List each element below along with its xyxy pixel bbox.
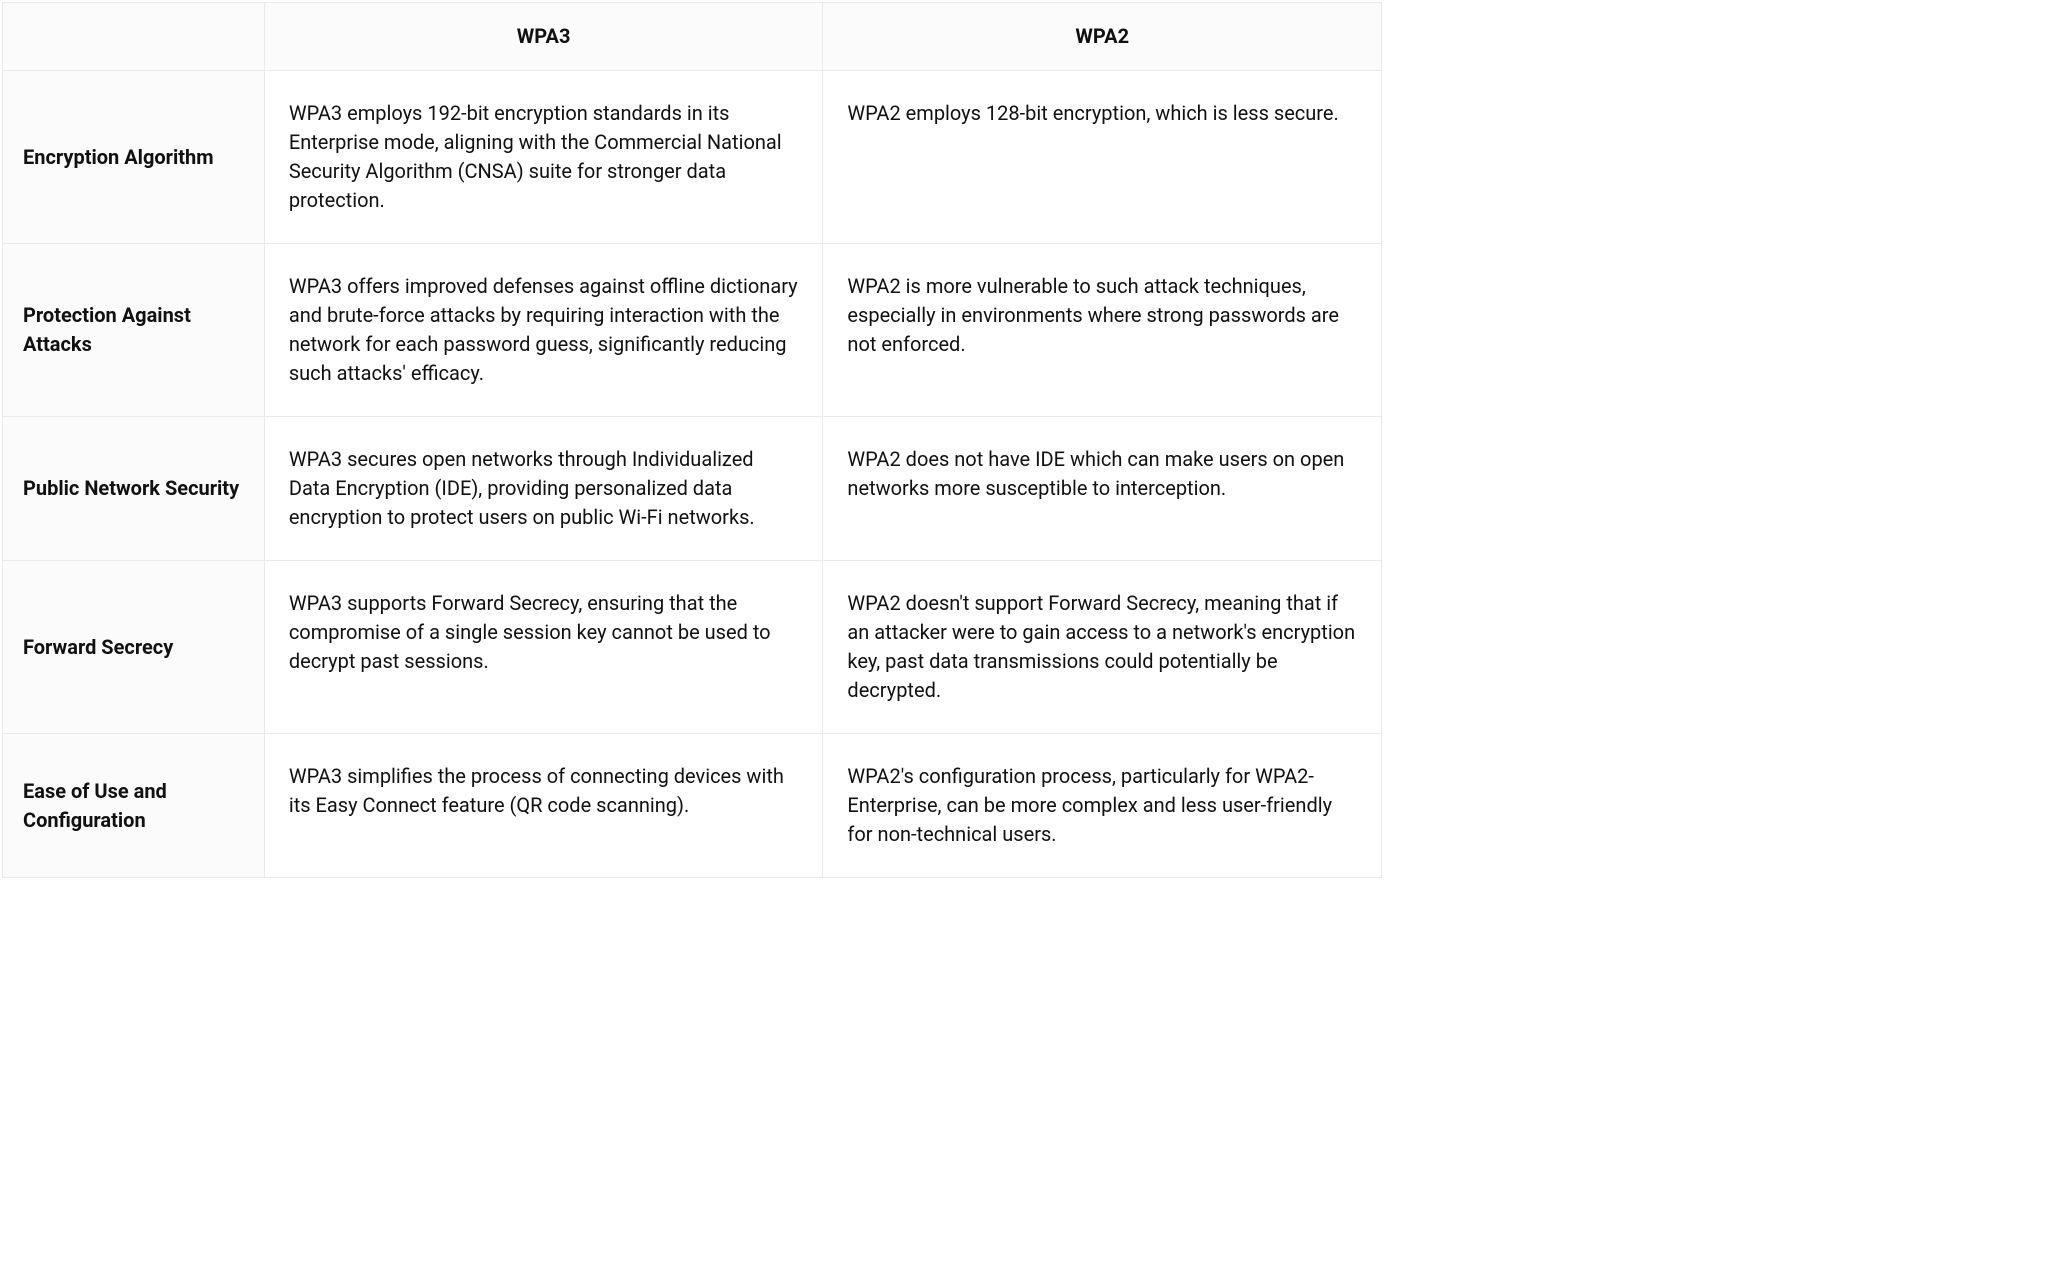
header-empty	[3, 3, 265, 71]
row-label: Forward Secrecy	[3, 561, 265, 734]
row-label: Public Network Security	[3, 417, 265, 561]
cell-wpa3: WPA3 employs 192-bit encryption standard…	[265, 71, 824, 244]
comparison-table: WPA3 WPA2 Encryption Algorithm WPA3 empl…	[2, 2, 1382, 878]
cell-wpa2: WPA2 is more vulnerable to such attack t…	[823, 244, 1382, 417]
cell-wpa2: WPA2 does not have IDE which can make us…	[823, 417, 1382, 561]
cell-wpa3: WPA3 supports Forward Secrecy, ensuring …	[265, 561, 824, 734]
cell-wpa2: WPA2 employs 128-bit encryption, which i…	[823, 71, 1382, 244]
header-col-wpa3: WPA3	[265, 3, 824, 71]
cell-wpa3: WPA3 secures open networks through Indiv…	[265, 417, 824, 561]
table-row: Encryption Algorithm WPA3 employs 192-bi…	[3, 71, 1382, 244]
cell-wpa2: WPA2 doesn't support Forward Secrecy, me…	[823, 561, 1382, 734]
cell-wpa3: WPA3 offers improved defenses against of…	[265, 244, 824, 417]
row-label: Ease of Use and Configuration	[3, 734, 265, 878]
table-row: Protection Against Attacks WPA3 offers i…	[3, 244, 1382, 417]
header-col-wpa2: WPA2	[823, 3, 1382, 71]
table-row: Forward Secrecy WPA3 supports Forward Se…	[3, 561, 1382, 734]
row-label: Encryption Algorithm	[3, 71, 265, 244]
table-row: Public Network Security WPA3 secures ope…	[3, 417, 1382, 561]
cell-wpa3: WPA3 simplifies the process of connectin…	[265, 734, 824, 878]
table-row: Ease of Use and Configuration WPA3 simpl…	[3, 734, 1382, 878]
cell-wpa2: WPA2's configuration process, particular…	[823, 734, 1382, 878]
table-header-row: WPA3 WPA2	[3, 3, 1382, 71]
row-label: Protection Against Attacks	[3, 244, 265, 417]
